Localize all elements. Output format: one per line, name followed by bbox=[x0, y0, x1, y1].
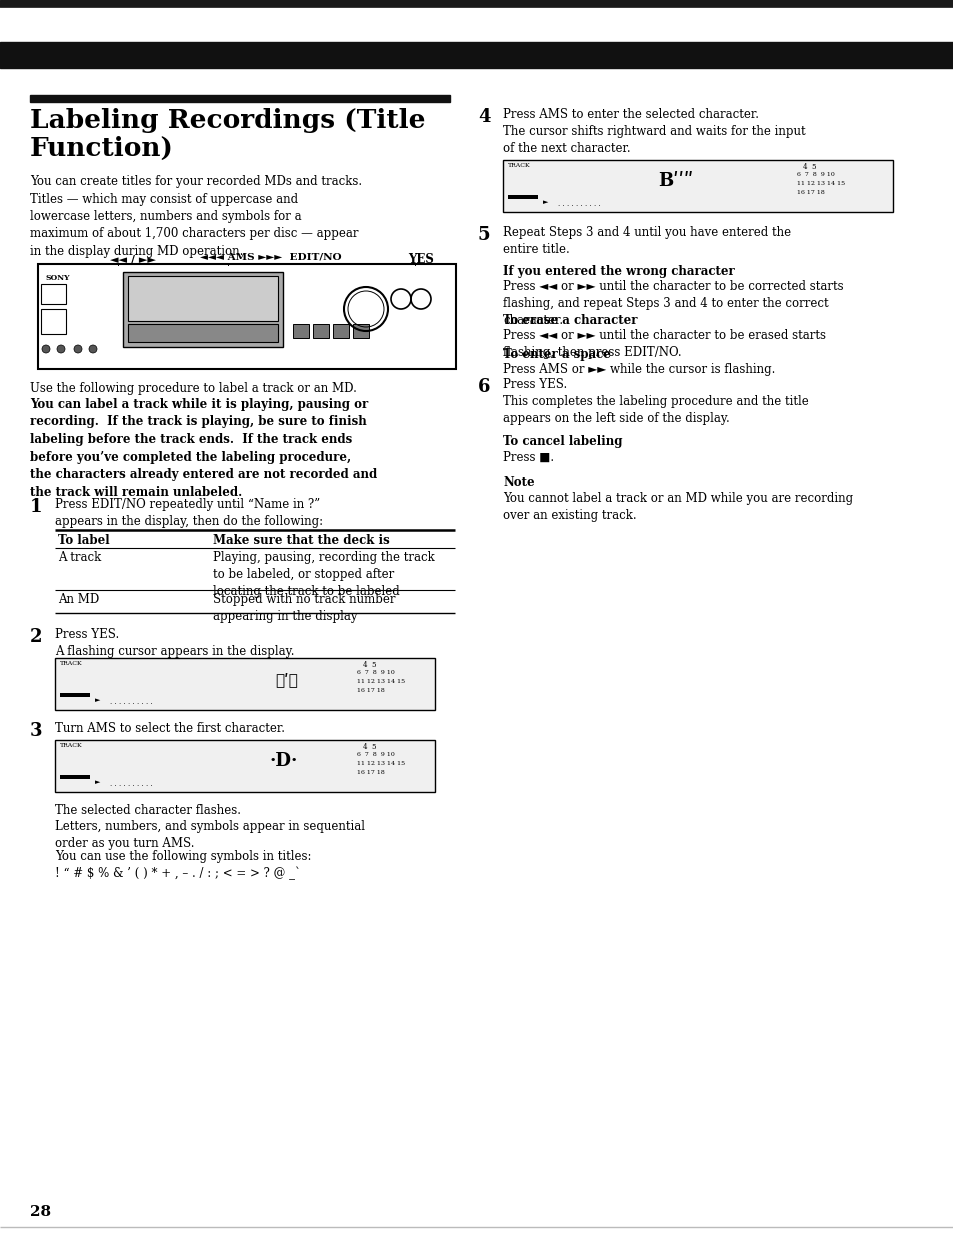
Text: Note: Note bbox=[502, 476, 534, 490]
Text: 11 12 13 14 15: 11 12 13 14 15 bbox=[796, 181, 844, 186]
Text: You can create titles for your recorded MDs and tracks.
Titles — which may consi: You can create titles for your recorded … bbox=[30, 175, 362, 258]
Text: The selected character flashes.: The selected character flashes. bbox=[55, 804, 241, 817]
Text: 6  7  8  9 10: 6 7 8 9 10 bbox=[796, 171, 834, 178]
Bar bbox=[128, 324, 277, 342]
Text: Press YES.
This completes the labeling procedure and the title
appears on the le: Press YES. This completes the labeling p… bbox=[502, 379, 808, 425]
Text: Press ◄◄ or ►► until the character to be corrected starts
flashing, and repeat S: Press ◄◄ or ►► until the character to be… bbox=[502, 280, 842, 327]
Circle shape bbox=[42, 345, 50, 353]
Bar bbox=[502, 160, 892, 212]
Text: Use the following procedure to label a track or an MD.: Use the following procedure to label a t… bbox=[30, 382, 356, 395]
Text: Letters, numbers, and symbols appear in sequential
order as you turn AMS.: Letters, numbers, and symbols appear in … bbox=[55, 820, 365, 850]
Text: Press ◄◄ or ►► until the character to be erased starts
flashing, then press EDIT: Press ◄◄ or ►► until the character to be… bbox=[502, 329, 825, 359]
Text: Press YES.
A flashing cursor appears in the display.: Press YES. A flashing cursor appears in … bbox=[55, 628, 294, 658]
Text: Repeat Steps 3 and 4 until you have entered the
entire title.: Repeat Steps 3 and 4 until you have ente… bbox=[502, 226, 790, 256]
Text: 6  7  8  9 10: 6 7 8 9 10 bbox=[356, 670, 395, 674]
Text: An MD: An MD bbox=[58, 593, 99, 605]
Text: 11 12 13 14 15: 11 12 13 14 15 bbox=[356, 679, 405, 684]
Bar bbox=[55, 658, 435, 710]
Text: 16 17 18: 16 17 18 bbox=[796, 190, 824, 195]
Text: If you entered the wrong character: If you entered the wrong character bbox=[502, 265, 734, 277]
Text: A track: A track bbox=[58, 551, 101, 563]
Text: Labeling Recordings (Title: Labeling Recordings (Title bbox=[30, 109, 425, 133]
Text: Stopped with no track number
appearing in the display: Stopped with no track number appearing i… bbox=[213, 593, 395, 623]
Text: ★ʹ★: ★ʹ★ bbox=[274, 672, 297, 687]
Bar bbox=[60, 776, 90, 779]
Text: ►: ► bbox=[95, 778, 100, 785]
Text: . . . . . . . . . .: . . . . . . . . . . bbox=[558, 200, 600, 208]
Circle shape bbox=[57, 345, 65, 353]
Bar bbox=[313, 324, 329, 338]
Text: 4  5: 4 5 bbox=[363, 743, 376, 751]
Bar bbox=[353, 324, 369, 338]
Text: 16 17 18: 16 17 18 bbox=[356, 688, 384, 693]
Text: To label: To label bbox=[58, 534, 110, 547]
Bar bbox=[41, 284, 66, 305]
Text: To enter a space: To enter a space bbox=[502, 348, 610, 361]
Bar bbox=[41, 309, 66, 334]
Text: TRACK: TRACK bbox=[60, 661, 83, 666]
Bar bbox=[30, 95, 450, 102]
Circle shape bbox=[74, 345, 82, 353]
Text: Press EDIT/NO repeatedly until “Name in ?”
appears in the display, then do the f: Press EDIT/NO repeatedly until “Name in … bbox=[55, 498, 323, 528]
Text: You can label a track while it is playing, pausing or
recording.  If the track i: You can label a track while it is playin… bbox=[30, 398, 376, 498]
Text: . . . . . . . . . .: . . . . . . . . . . bbox=[110, 698, 152, 707]
Text: Playing, pausing, recording the track
to be labeled, or stopped after
locating t: Playing, pausing, recording the track to… bbox=[213, 551, 435, 598]
Bar bbox=[123, 272, 283, 346]
Text: . . . . . . . . . .: . . . . . . . . . . bbox=[110, 780, 152, 788]
Text: 11 12 13 14 15: 11 12 13 14 15 bbox=[356, 761, 405, 766]
Bar bbox=[60, 693, 90, 697]
Text: To erase a character: To erase a character bbox=[502, 314, 637, 327]
Text: TRACK: TRACK bbox=[507, 163, 530, 168]
Text: ►: ► bbox=[95, 695, 100, 704]
Text: Bʹʹʺ: Bʹʹʺ bbox=[658, 171, 693, 190]
Text: Press ■.: Press ■. bbox=[502, 451, 554, 464]
Circle shape bbox=[89, 345, 97, 353]
Bar bbox=[333, 324, 349, 338]
Text: 3: 3 bbox=[30, 723, 43, 740]
Text: ►: ► bbox=[542, 199, 548, 206]
Text: ◄◄◄ AMS ►►►  EDIT/NO: ◄◄◄ AMS ►►► EDIT/NO bbox=[200, 253, 341, 261]
Text: 2: 2 bbox=[30, 628, 43, 646]
Bar bbox=[55, 740, 435, 792]
Text: 28: 28 bbox=[30, 1205, 51, 1219]
Text: You can use the following symbols in titles:
! “ # $ % & ’ ( ) * + , – . / : ; <: You can use the following symbols in tit… bbox=[55, 850, 312, 880]
Text: 4  5: 4 5 bbox=[363, 661, 376, 670]
Text: TRACK: TRACK bbox=[60, 743, 83, 748]
Text: 4  5: 4 5 bbox=[802, 163, 816, 171]
Bar bbox=[293, 324, 309, 338]
Text: SONY: SONY bbox=[46, 274, 71, 282]
Bar bbox=[128, 276, 277, 321]
Text: To cancel labeling: To cancel labeling bbox=[502, 435, 622, 448]
Text: You cannot label a track or an MD while you are recording
over an existing track: You cannot label a track or an MD while … bbox=[502, 492, 852, 522]
Bar bbox=[0, 0, 953, 6]
Text: 4: 4 bbox=[477, 109, 490, 126]
Text: Turn AMS to select the first character.: Turn AMS to select the first character. bbox=[55, 723, 285, 735]
Text: Press AMS to enter the selected character.
The cursor shifts rightward and waits: Press AMS to enter the selected characte… bbox=[502, 109, 804, 155]
Text: Editing Recorded MDs: Editing Recorded MDs bbox=[20, 48, 195, 62]
Text: 1: 1 bbox=[30, 498, 43, 515]
Text: ◄◄ / ►►: ◄◄ / ►► bbox=[110, 253, 155, 264]
Text: 6  7  8  9 10: 6 7 8 9 10 bbox=[356, 752, 395, 757]
Text: ·D·: ·D· bbox=[270, 752, 298, 769]
Text: YES: YES bbox=[408, 253, 434, 266]
Text: 5: 5 bbox=[477, 226, 490, 244]
Text: 16 17 18: 16 17 18 bbox=[356, 769, 384, 776]
Bar bbox=[38, 264, 456, 369]
Text: Make sure that the deck is: Make sure that the deck is bbox=[213, 534, 390, 547]
Text: Press AMS or ►► while the cursor is flashing.: Press AMS or ►► while the cursor is flas… bbox=[502, 363, 775, 376]
Bar bbox=[0, 42, 953, 68]
Text: 6: 6 bbox=[477, 379, 490, 396]
Text: Function): Function) bbox=[30, 136, 173, 162]
Bar bbox=[507, 195, 537, 199]
